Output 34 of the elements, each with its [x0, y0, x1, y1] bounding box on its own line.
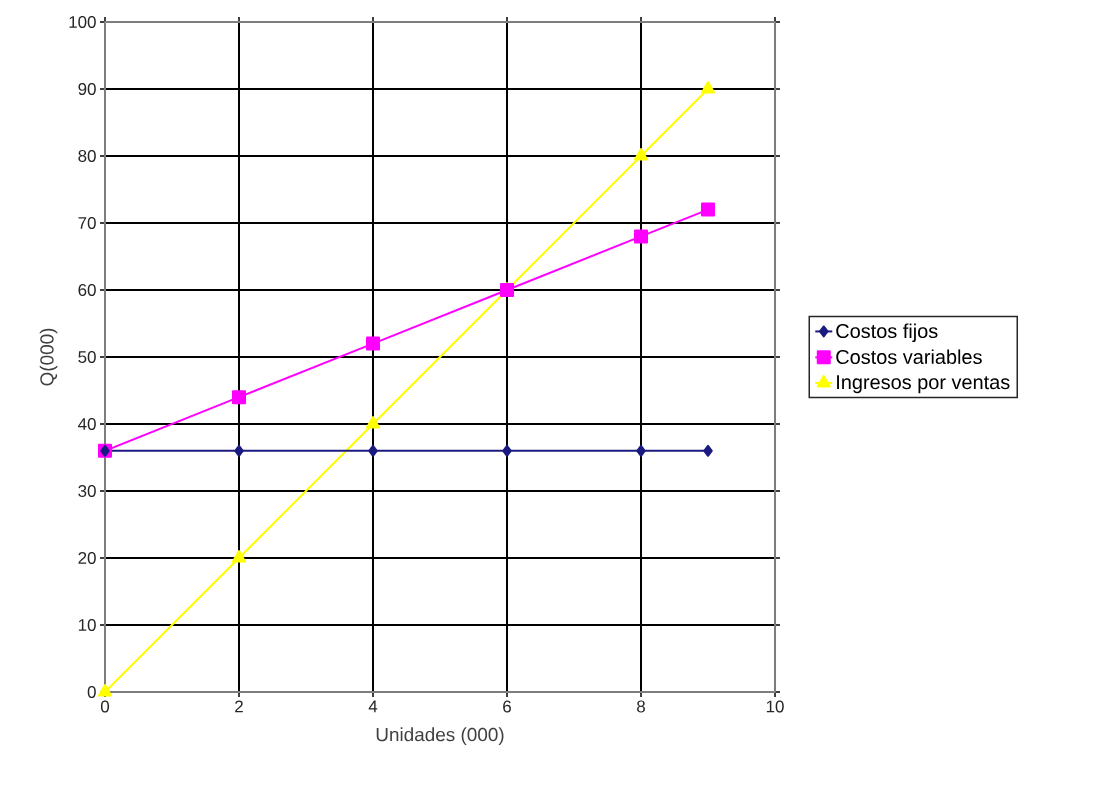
y-tick-label: 70	[78, 217, 96, 229]
point	[634, 229, 649, 244]
point	[703, 444, 713, 457]
point	[232, 390, 246, 405]
legend-label: Costos variables	[836, 349, 982, 365]
y-tick-label: 10	[78, 619, 96, 631]
point	[636, 444, 646, 457]
x-tick-label: 2	[235, 700, 243, 713]
y-tick-label: 100	[69, 15, 96, 28]
point	[366, 336, 380, 351]
y-tick-label: 30	[78, 485, 96, 497]
y-tick-label: 0	[87, 686, 96, 698]
x-tick-label: 0	[100, 700, 110, 713]
y-tick-label: 50	[78, 351, 96, 363]
point	[231, 550, 247, 563]
y-tick-label: 20	[78, 552, 96, 564]
x-tick-label: 4	[368, 700, 378, 713]
y-tick-label: 90	[78, 82, 96, 95]
point	[368, 444, 378, 457]
x-tick-label: 6	[503, 700, 511, 713]
legend-label: Costos fijos	[836, 323, 938, 343]
y-tick-label: 40	[78, 418, 96, 430]
point	[502, 444, 512, 457]
point	[234, 444, 244, 457]
x-tick-label: 8	[637, 700, 645, 713]
x-axis-title: Unidades (000)	[376, 727, 504, 745]
x-tick-label: 10	[766, 700, 784, 713]
y-tick-label: 60	[78, 284, 96, 296]
point	[365, 416, 381, 429]
point	[701, 202, 716, 217]
y-axis-title: Q(000)	[39, 328, 58, 386]
y-tick-label: 80	[78, 149, 96, 162]
point	[97, 684, 113, 697]
legend-label: Ingresos por ventas	[837, 375, 1010, 394]
